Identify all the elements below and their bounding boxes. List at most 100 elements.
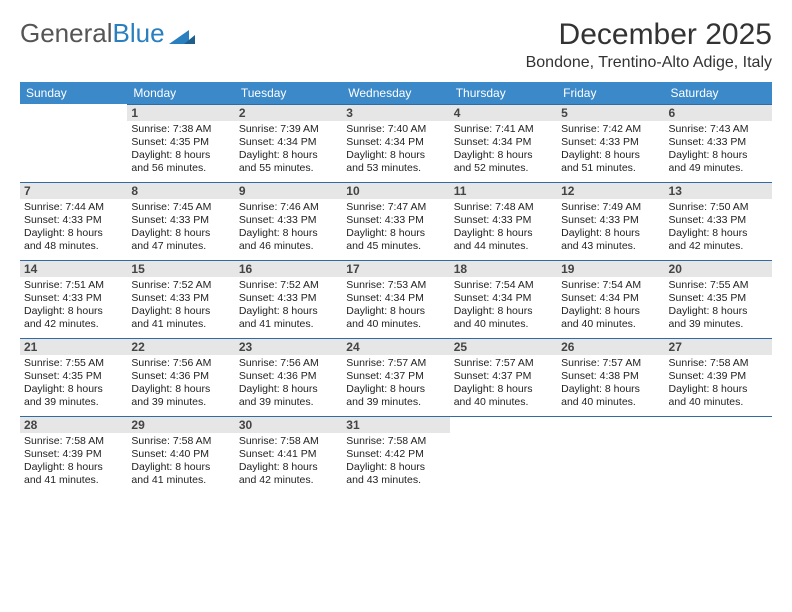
- day-detail: Sunrise: 7:43 AMSunset: 4:33 PMDaylight:…: [669, 123, 768, 176]
- day-detail: Sunrise: 7:56 AMSunset: 4:36 PMDaylight:…: [239, 357, 338, 410]
- sunrise-line: Sunrise: 7:58 AM: [131, 435, 230, 448]
- sunset-line: Sunset: 4:38 PM: [561, 370, 660, 383]
- sunrise-line: Sunrise: 7:41 AM: [454, 123, 553, 136]
- daylight-line: and 43 minutes.: [346, 474, 445, 487]
- daylight-line: Daylight: 8 hours: [669, 227, 768, 240]
- sunset-line: Sunset: 4:37 PM: [454, 370, 553, 383]
- calendar-cell: 3Sunrise: 7:40 AMSunset: 4:34 PMDaylight…: [342, 104, 449, 182]
- calendar-week: 21Sunrise: 7:55 AMSunset: 4:35 PMDayligh…: [20, 338, 772, 416]
- day-detail: Sunrise: 7:56 AMSunset: 4:36 PMDaylight:…: [131, 357, 230, 410]
- calendar-cell: 6Sunrise: 7:43 AMSunset: 4:33 PMDaylight…: [665, 104, 772, 182]
- daylight-line: and 41 minutes.: [131, 474, 230, 487]
- calendar-cell: 31Sunrise: 7:58 AMSunset: 4:42 PMDayligh…: [342, 416, 449, 494]
- sunset-line: Sunset: 4:39 PM: [24, 448, 123, 461]
- calendar-cell: 5 Sunrise: 7:42 AMSunset: 4:33 PMDaylight…: [557, 104, 664, 182]
- daylight-line: Daylight: 8 hours: [239, 149, 338, 162]
- daylight-line: Daylight: 8 hours: [239, 461, 338, 474]
- sunrise-line: Sunrise: 7:46 AM: [239, 201, 338, 214]
- day-detail: Sunrise: 7:51 AMSunset: 4:33 PMDaylight:…: [24, 279, 123, 332]
- day-header: Wednesday: [342, 82, 449, 104]
- day-number: 19: [557, 261, 664, 277]
- day-detail: Sunrise: 7:58 AMSunset: 4:41 PMDaylight:…: [239, 435, 338, 488]
- daylight-line: and 41 minutes.: [131, 318, 230, 331]
- calendar-cell: 23Sunrise: 7:56 AMSunset: 4:36 PMDayligh…: [235, 338, 342, 416]
- sunset-line: Sunset: 4:39 PM: [669, 370, 768, 383]
- sunset-line: Sunset: 4:33 PM: [131, 214, 230, 227]
- day-number: 18: [450, 261, 557, 277]
- calendar-cell: 15Sunrise: 7:52 AMSunset: 4:33 PMDayligh…: [127, 260, 234, 338]
- daylight-line: Daylight: 8 hours: [239, 227, 338, 240]
- daylight-line: Daylight: 8 hours: [131, 227, 230, 240]
- daylight-line: Daylight: 8 hours: [454, 305, 553, 318]
- day-detail: Sunrise: 7:47 AMSunset: 4:33 PMDaylight:…: [346, 201, 445, 254]
- day-number: 31: [342, 417, 449, 433]
- day-number: 7: [20, 183, 127, 199]
- calendar-cell: 9Sunrise: 7:46 AMSunset: 4:33 PMDaylight…: [235, 182, 342, 260]
- sunrise-line: Sunrise: 7:43 AM: [669, 123, 768, 136]
- calendar-cell: 4 Sunrise: 7:41 AMSunset: 4:34 PMDaylight…: [450, 104, 557, 182]
- calendar-cell: 13 Sunrise: 7:50 AMSunset: 4:33 PMDayligh…: [665, 182, 772, 260]
- daylight-line: Daylight: 8 hours: [131, 305, 230, 318]
- sunrise-line: Sunrise: 7:54 AM: [454, 279, 553, 292]
- logo-text: GeneralBlue: [20, 18, 165, 49]
- sunset-line: Sunset: 4:34 PM: [346, 292, 445, 305]
- daylight-line: Daylight: 8 hours: [561, 305, 660, 318]
- calendar-cell: 28Sunrise: 7:58 AMSunset: 4:39 PMDayligh…: [20, 416, 127, 494]
- daylight-line: Daylight: 8 hours: [561, 227, 660, 240]
- sunrise-line: Sunrise: 7:55 AM: [669, 279, 768, 292]
- calendar-cell: 11Sunrise: 7:48 AMSunset: 4:33 PMDayligh…: [450, 182, 557, 260]
- calendar-cell: 25Sunrise: 7:57 AMSunset: 4:37 PMDayligh…: [450, 338, 557, 416]
- daylight-line: and 53 minutes.: [346, 162, 445, 175]
- day-number: 22: [127, 339, 234, 355]
- day-detail: Sunrise: 7:54 AMSunset: 4:34 PMDaylight:…: [454, 279, 553, 332]
- sunset-line: Sunset: 4:33 PM: [561, 214, 660, 227]
- day-number: 5: [557, 105, 664, 121]
- daylight-line: and 52 minutes.: [454, 162, 553, 175]
- day-header: Monday: [127, 82, 234, 104]
- sunset-line: Sunset: 4:33 PM: [24, 214, 123, 227]
- daylight-line: Daylight: 8 hours: [24, 461, 123, 474]
- sunset-line: Sunset: 4:33 PM: [669, 214, 768, 227]
- daylight-line: and 43 minutes.: [561, 240, 660, 253]
- sunrise-line: Sunrise: 7:55 AM: [24, 357, 123, 370]
- daylight-line: and 49 minutes.: [669, 162, 768, 175]
- calendar-cell: 7Sunrise: 7:44 AMSunset: 4:33 PMDaylight…: [20, 182, 127, 260]
- day-number: 16: [235, 261, 342, 277]
- calendar-cell: 21Sunrise: 7:55 AMSunset: 4:35 PMDayligh…: [20, 338, 127, 416]
- sunset-line: Sunset: 4:34 PM: [454, 292, 553, 305]
- day-number: 27: [665, 339, 772, 355]
- daylight-line: and 39 minutes.: [669, 318, 768, 331]
- sunrise-line: Sunrise: 7:50 AM: [669, 201, 768, 214]
- daylight-line: Daylight: 8 hours: [131, 383, 230, 396]
- daylight-line: Daylight: 8 hours: [454, 383, 553, 396]
- daylight-line: Daylight: 8 hours: [454, 227, 553, 240]
- daylight-line: and 40 minutes.: [561, 318, 660, 331]
- day-detail: Sunrise: 7:42 AMSunset: 4:33 PMDaylight:…: [561, 123, 660, 176]
- day-number: 17: [342, 261, 449, 277]
- day-detail: Sunrise: 7:49 AMSunset: 4:33 PMDaylight:…: [561, 201, 660, 254]
- page-title: December 2025: [526, 18, 772, 52]
- sunrise-line: Sunrise: 7:48 AM: [454, 201, 553, 214]
- daylight-line: Daylight: 8 hours: [669, 149, 768, 162]
- sunset-line: Sunset: 4:36 PM: [131, 370, 230, 383]
- daylight-line: and 40 minutes.: [454, 318, 553, 331]
- daylight-line: Daylight: 8 hours: [561, 149, 660, 162]
- day-number: 24: [342, 339, 449, 355]
- daylight-line: and 42 minutes.: [669, 240, 768, 253]
- calendar-head: SundayMondayTuesdayWednesdayThursdayFrid…: [20, 82, 772, 104]
- day-number: 13: [665, 183, 772, 199]
- calendar-cell: 1Sunrise: 7:38 AMSunset: 4:35 PMDaylight…: [127, 104, 234, 182]
- day-detail: Sunrise: 7:45 AMSunset: 4:33 PMDaylight:…: [131, 201, 230, 254]
- day-number: 4: [450, 105, 557, 121]
- day-detail: Sunrise: 7:57 AMSunset: 4:37 PMDaylight:…: [346, 357, 445, 410]
- sunset-line: Sunset: 4:35 PM: [24, 370, 123, 383]
- day-detail: Sunrise: 7:41 AMSunset: 4:34 PMDaylight:…: [454, 123, 553, 176]
- day-number: 28: [20, 417, 127, 433]
- daylight-line: and 46 minutes.: [239, 240, 338, 253]
- sunrise-line: Sunrise: 7:38 AM: [131, 123, 230, 136]
- calendar-cell: 18 Sunrise: 7:54 AMSunset: 4:34 PMDayligh…: [450, 260, 557, 338]
- location-subtitle: Bondone, Trentino-Alto Adige, Italy: [526, 54, 772, 72]
- sunrise-line: Sunrise: 7:53 AM: [346, 279, 445, 292]
- sunset-line: Sunset: 4:33 PM: [239, 214, 338, 227]
- daylight-line: Daylight: 8 hours: [131, 461, 230, 474]
